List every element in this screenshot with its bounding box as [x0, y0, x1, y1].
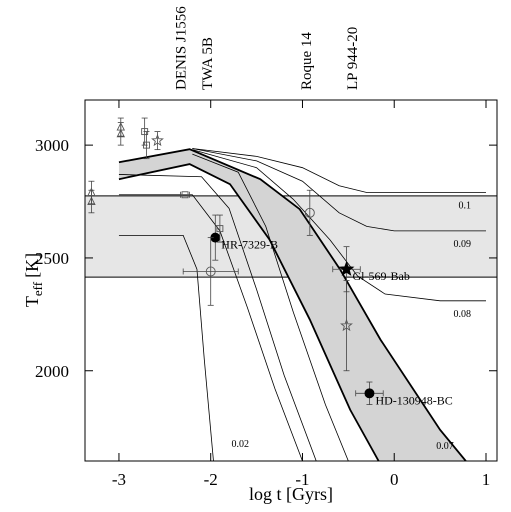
y-tick-label: 2000: [35, 362, 69, 381]
point-square: [216, 225, 224, 233]
track-line: [192, 148, 486, 232]
track-line: [192, 153, 349, 461]
y-label-sub: eff: [30, 281, 45, 296]
point-triangle: [116, 128, 126, 138]
track-label: 0.1: [458, 201, 471, 212]
track-line: [192, 148, 486, 193]
track-line: [192, 149, 486, 302]
point-triangle: [116, 122, 126, 131]
track-label: 0.02: [231, 439, 249, 450]
point-triangle: [87, 187, 96, 196]
track-label: 0.08: [453, 309, 471, 320]
x-axis-label: log t [Gyrs]: [249, 484, 333, 504]
x-tick-label: -2: [204, 470, 218, 489]
x-tick-label: 1: [482, 470, 491, 489]
x-tick-label: -3: [112, 470, 126, 489]
point-star: [340, 318, 353, 332]
band-lower-line: [118, 163, 380, 461]
plot-frame: [84, 99, 498, 462]
point-star: [338, 260, 355, 276]
point-star: [151, 133, 164, 147]
band-fill: [118, 149, 466, 461]
y-axis-label: Teff [K]: [22, 253, 45, 307]
point-label: Gl-569-Bab: [353, 269, 410, 283]
top-label: TWA 5B: [200, 37, 216, 90]
band-upper-line: [118, 148, 467, 461]
point-triangle: [87, 196, 96, 205]
point-circle: [205, 266, 216, 277]
y-tick-label: 3000: [35, 136, 69, 155]
top-label: Roque 14: [299, 32, 315, 90]
point-circle: [304, 207, 315, 218]
point-square: [143, 141, 150, 149]
point-label: HR-7329-B: [221, 238, 278, 252]
top-label: DENIS J1556: [173, 6, 189, 90]
x-tick-label: 0: [390, 470, 399, 489]
y-tick-label: 2500: [35, 249, 69, 268]
track-line: [118, 234, 214, 461]
band-label: 0.07: [436, 441, 454, 452]
point-square: [181, 191, 189, 199]
track-line: [118, 174, 317, 461]
top-label: LP 944-20: [345, 27, 361, 90]
point-label: HD-130948-BC: [375, 393, 452, 407]
x-tick-label: -1: [295, 470, 309, 489]
point-circle: [364, 388, 375, 399]
y-label-main: T: [22, 296, 42, 307]
y-label-unit: [K]: [22, 253, 42, 278]
track-label: 0.09: [453, 239, 471, 250]
